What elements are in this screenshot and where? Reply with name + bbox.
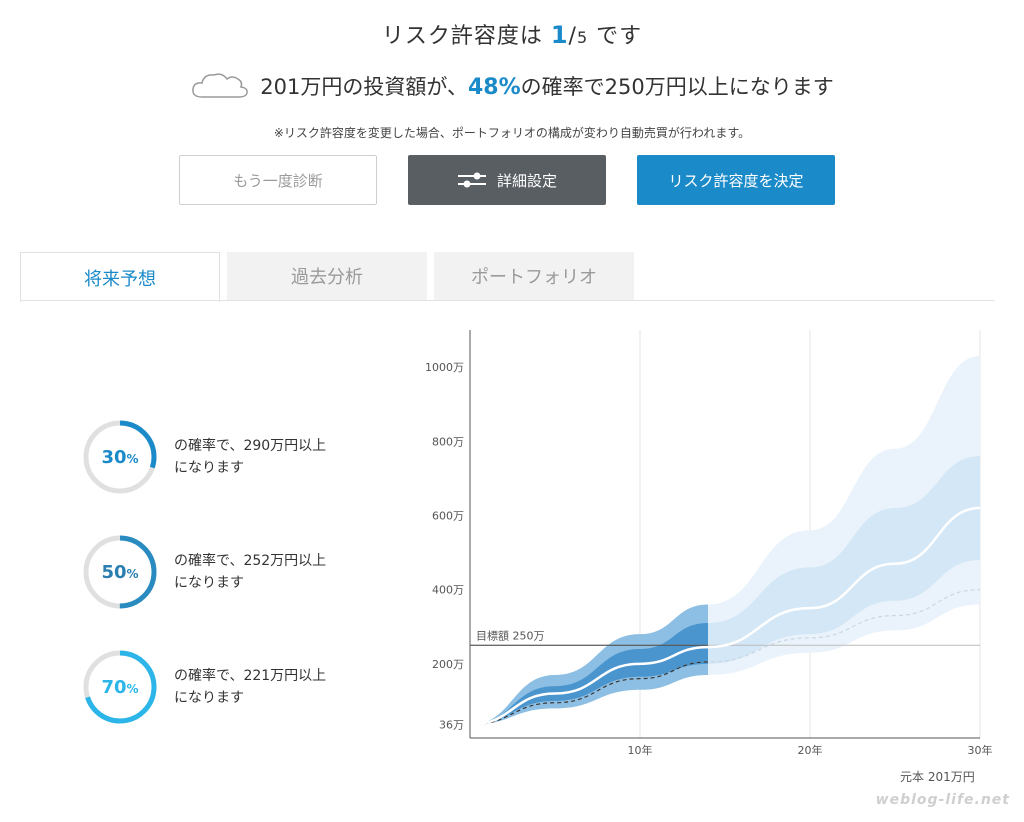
tab-divider — [20, 300, 995, 301]
x-tick-label: 20年 — [798, 743, 823, 757]
detail-settings-label: 詳細設定 — [496, 171, 557, 190]
probability-ring — [83, 650, 157, 724]
baseline-line — [469, 589, 981, 726]
principal-label: 元本 201万円 — [900, 770, 975, 784]
target-label: 目標額 250万 — [476, 628, 545, 642]
tab-forecast[interactable]: 将来予想 — [20, 252, 220, 302]
probability-text: の確率で、221万円以上 になります — [174, 668, 327, 706]
risk-slash: / — [568, 24, 577, 49]
rediagnose-button[interactable]: もう一度診断 — [179, 155, 377, 205]
outer-band — [470, 355, 980, 725]
probability-item-50: 50% の確率で、252万円以上 になります — [82, 534, 382, 614]
watermark: weblog-life.net — [875, 792, 1010, 808]
detail-settings-button[interactable]: 詳細設定 — [408, 155, 606, 205]
probability-text: の確率で、290万円以上 になります — [174, 438, 327, 476]
inner-band — [470, 456, 980, 725]
probability-text: の確率で、252万円以上 になります — [174, 553, 327, 591]
probability-value: 30% — [101, 446, 139, 468]
y-tick-label: 800万 — [432, 435, 464, 448]
y-tick-label: 36万 — [439, 719, 464, 732]
risk-suffix: です — [596, 24, 643, 49]
risk-tolerance-title: リスク許容度は 1/5 です — [0, 18, 1024, 50]
probability-value: 70% — [101, 676, 139, 698]
x-tick-label: 30年 — [968, 743, 993, 757]
cloud-icon — [190, 70, 250, 105]
risk-value: 1 — [550, 21, 569, 49]
probability-item-30: 30% の確率で、290万円以上 になります — [82, 419, 382, 499]
probability-summary: 201万円の投資額が、48%の確率で250万円以上になります — [0, 70, 1024, 105]
probability-ring — [83, 535, 157, 609]
tab-past-analysis[interactable]: 過去分析 — [227, 252, 427, 300]
prob-value: 48% — [467, 75, 521, 100]
rebalance-note: ※リスク許容度を変更した場合、ポートフォリオの構成が変わり自動売買が行われます。 — [273, 126, 751, 140]
probability-ring — [83, 420, 157, 494]
risk-max: 5 — [576, 28, 589, 47]
y-tick-label: 1000万 — [425, 361, 464, 374]
x-tick-label: 10年 — [628, 743, 653, 757]
y-tick-label: 400万 — [432, 584, 464, 597]
sliders-icon — [457, 172, 486, 188]
decide-risk-button[interactable]: リスク許容度を決定 — [637, 155, 835, 205]
probability-value: 50% — [101, 561, 139, 583]
y-tick-label: 600万 — [432, 509, 464, 522]
prob-suffix: の確率で250万円以上になります — [520, 75, 834, 99]
y-tick-label: 200万 — [432, 658, 464, 671]
risk-prefix: リスク許容度は — [381, 24, 543, 49]
median-line — [469, 506, 981, 726]
tab-portfolio[interactable]: ポートフォリオ — [434, 252, 634, 300]
probability-item-70: 70% の確率で、221万円以上 になります — [82, 649, 382, 729]
prob-prefix: 201万円の投資額が、 — [260, 75, 468, 99]
